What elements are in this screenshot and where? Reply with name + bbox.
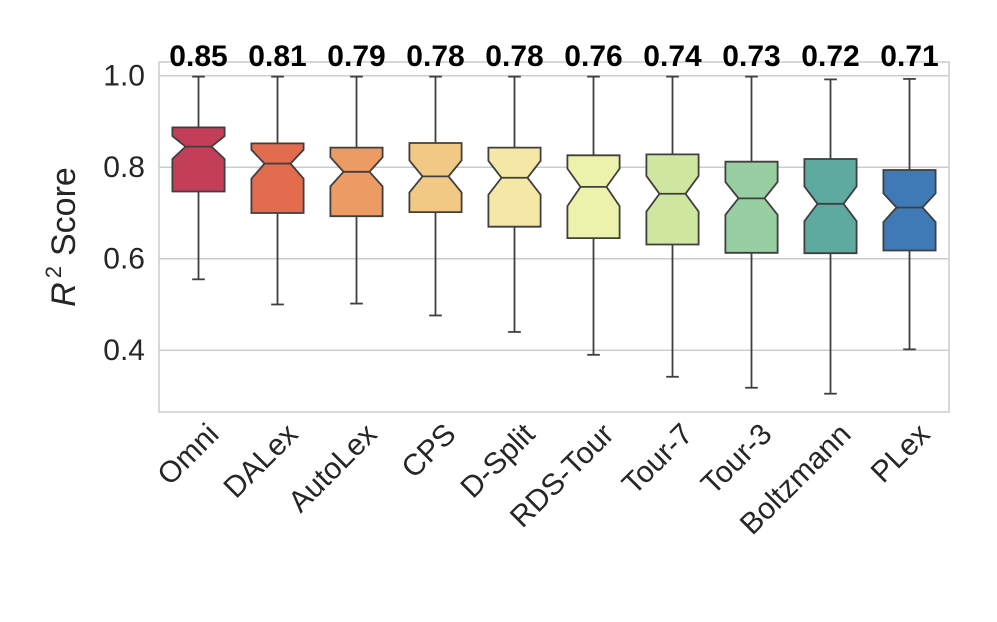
x-tick-label: Tour-7 [616,418,699,501]
box-body [803,158,858,255]
y-axis-ticks: 0.4 0.6 0.8 1.0 [103,60,145,368]
box-body [487,146,542,228]
box-group-tour-3 [724,75,779,389]
median-labels: 0.85 0.81 0.79 0.78 0.78 0.76 0.74 0.73 0.72 0.71 [169,40,938,73]
box-body [724,160,779,254]
median-value-label: 0.74 [643,40,702,73]
median-value-label: 0.78 [406,40,464,73]
box-group-tour-7 [645,75,700,378]
box-group-dalex [250,75,305,306]
median-value-label: 0.85 [169,40,227,73]
box-body [250,142,305,214]
y-axis-title-text: Score [45,167,83,256]
y-axis-title-sup: 2 [41,266,66,278]
x-tick-label: PLex [865,418,937,490]
box-group-boltzmann [803,78,858,395]
y-tick-label: 0.6 [103,243,145,276]
median-value-label: 0.78 [485,40,543,73]
x-tick-label: AutoLex [282,418,383,519]
box-body [408,142,463,214]
y-tick-label: 1.0 [103,60,145,93]
x-tick-label: CPS [395,418,462,485]
box-body [882,169,937,252]
y-tick-label: 0.4 [103,334,145,367]
box-group-omni [171,75,226,281]
box-group-cps [408,75,463,317]
box-group-d-split [487,75,542,333]
y-axis-title: R 2 Score [41,167,83,307]
median-value-label: 0.81 [248,40,306,73]
box-group-plex [882,78,937,351]
y-axis-title-var: R [45,282,83,307]
median-value-label: 0.79 [327,40,385,73]
median-value-label: 0.72 [801,40,859,73]
box-body [566,154,621,240]
box-body [171,126,226,193]
y-tick-label: 0.8 [103,151,145,184]
median-value-label: 0.73 [722,40,780,73]
box-body [329,146,384,218]
x-tick-label: Omni [151,418,225,492]
median-value-label: 0.76 [564,40,622,73]
box-group-rds-tour [566,75,621,356]
plot-frame [158,61,950,413]
boxes [171,75,937,395]
median-value-label: 0.71 [880,40,938,73]
box-group-autolex [329,75,384,305]
box-body [645,153,700,246]
